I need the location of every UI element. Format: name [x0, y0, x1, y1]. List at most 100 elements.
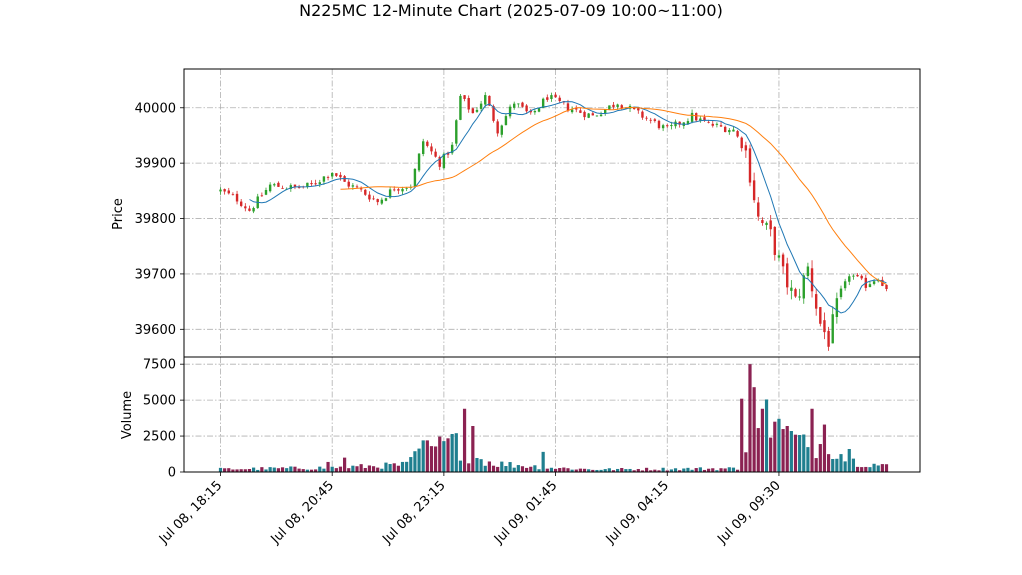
volume-bar: [752, 387, 756, 472]
x-tick-label: Jul 08, 23:15: [379, 478, 448, 547]
volume-bar: [748, 364, 752, 472]
candle-body: [293, 184, 297, 188]
volume-bar: [616, 468, 620, 472]
volume-bar: [297, 468, 301, 472]
candle-body: [264, 190, 268, 195]
volume-bar: [694, 468, 698, 472]
candle-body: [856, 274, 859, 277]
candle-body: [786, 263, 789, 288]
volume-bar: [268, 467, 272, 472]
candle-body: [604, 109, 607, 114]
volume-bar: [558, 468, 562, 472]
volume-bar: [620, 467, 624, 472]
volume-bar: [239, 469, 243, 472]
volume-bar: [264, 469, 268, 472]
candle-body: [413, 168, 417, 187]
candle-body: [719, 125, 723, 127]
candle-body: [417, 153, 421, 171]
volume-bar: [351, 465, 355, 472]
candle-body: [823, 320, 826, 333]
volume-bar: [392, 463, 396, 472]
volume-bar: [798, 435, 802, 472]
volume-bar: [442, 441, 446, 472]
candle-body: [695, 113, 698, 121]
candle-body: [777, 255, 781, 258]
candle-body: [335, 173, 338, 176]
candle-body: [728, 130, 731, 133]
volume-bar: [309, 469, 314, 472]
volume-panel: [218, 364, 889, 472]
candle-body: [223, 189, 226, 192]
volume-bar: [529, 466, 533, 472]
volume-bar: [868, 467, 872, 472]
candle-body: [289, 185, 293, 189]
volume-bar: [434, 446, 438, 472]
candle-body: [819, 307, 822, 324]
candle-body: [686, 121, 690, 124]
volume-bar: [735, 469, 740, 472]
volume-bar: [549, 467, 554, 472]
candle-body: [806, 266, 810, 277]
candle-body: [843, 281, 847, 289]
volume-tick-label: 5000: [143, 394, 176, 409]
volume-bar: [773, 421, 777, 472]
volume-bar: [285, 468, 289, 472]
volume-bar: [326, 461, 330, 472]
candle-body: [657, 120, 661, 129]
volume-bar: [471, 426, 475, 472]
candle-body: [525, 105, 528, 112]
candle-body: [421, 141, 425, 155]
candle-body: [513, 103, 516, 108]
candle-body: [306, 182, 309, 187]
candle-body: [529, 110, 532, 113]
volume-bar: [599, 469, 603, 472]
price-panel-frame: [183, 68, 921, 358]
candle-body: [397, 189, 400, 191]
candle-body: [281, 187, 284, 189]
candle-body: [670, 125, 673, 127]
volume-bar: [603, 469, 607, 472]
candle-body: [699, 118, 702, 121]
volume-bar: [624, 469, 628, 472]
candle-body: [773, 226, 777, 255]
volume-bar: [223, 468, 227, 472]
price-tick-label: 39900: [135, 157, 176, 172]
candle-body: [496, 121, 499, 134]
chart-title: N225MC 12-Minute Chart (2025-07-09 10:00…: [299, 1, 723, 20]
volume-bar: [727, 467, 731, 472]
volume-bar: [876, 465, 880, 472]
volume-bar: [715, 470, 719, 472]
candle-body: [860, 275, 863, 279]
volume-bar: [785, 426, 789, 472]
candle-body: [595, 115, 599, 117]
volume-bar: [835, 458, 839, 472]
volume-tick-label: 0: [168, 466, 176, 481]
volume-bar: [314, 469, 318, 472]
x-tick-label: Jul 09, 04:15: [603, 478, 672, 547]
volume-bar: [682, 468, 686, 472]
volume-bar: [376, 467, 380, 472]
candle-body: [219, 189, 222, 192]
volume-bar: [384, 462, 388, 472]
candle-body: [885, 284, 888, 290]
candle-body: [434, 151, 437, 157]
candle-body: [579, 110, 582, 113]
volume-bar: [342, 457, 347, 472]
x-tick-label: Jul 09, 09:30: [714, 478, 783, 547]
candle-body: [831, 314, 834, 344]
candle-body: [550, 95, 553, 99]
volume-bar: [884, 464, 889, 472]
volume-bar: [400, 461, 405, 472]
volume-bar: [678, 470, 682, 472]
volume-bar: [367, 465, 372, 472]
candle-body: [393, 189, 396, 191]
volume-bar: [537, 469, 541, 472]
volume-bar: [467, 463, 471, 472]
candle-body: [723, 126, 727, 133]
candle-body: [235, 193, 239, 202]
volume-bar: [305, 469, 309, 472]
volume-bar: [553, 468, 558, 472]
candle-body: [351, 185, 355, 187]
candle-body: [368, 194, 371, 200]
